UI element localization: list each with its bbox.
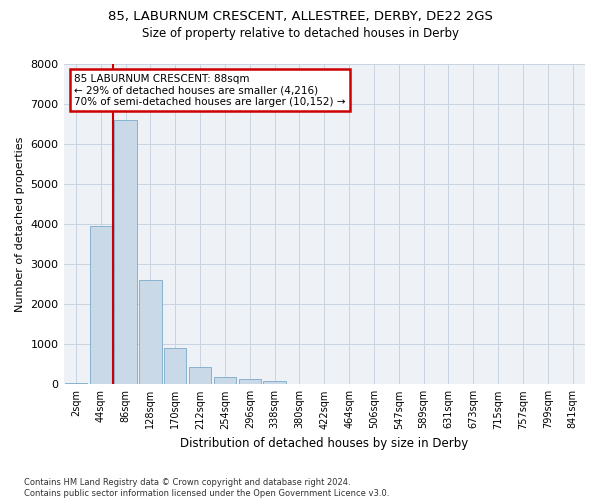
Bar (115, 120, 137, 384)
Bar (164, 348, 187, 384)
X-axis label: Distribution of detached houses by size in Derby: Distribution of detached houses by size … (180, 437, 469, 450)
Bar (263, 382, 286, 384)
Bar (139, 280, 161, 384)
Y-axis label: Number of detached properties: Number of detached properties (15, 136, 25, 312)
Text: 85 LABURNUM CRESCENT: 88sqm
← 29% of detached houses are smaller (4,216)
70% of : 85 LABURNUM CRESCENT: 88sqm ← 29% of det… (74, 74, 346, 107)
Text: 85, LABURNUM CRESCENT, ALLESTREE, DERBY, DE22 2GS: 85, LABURNUM CRESCENT, ALLESTREE, DERBY,… (107, 10, 493, 23)
Text: Size of property relative to detached houses in Derby: Size of property relative to detached ho… (142, 28, 458, 40)
Bar (214, 378, 236, 384)
Text: Contains HM Land Registry data © Crown copyright and database right 2024.
Contai: Contains HM Land Registry data © Crown c… (24, 478, 389, 498)
Bar (89, 226, 112, 384)
Bar (189, 368, 211, 384)
Bar (239, 379, 261, 384)
